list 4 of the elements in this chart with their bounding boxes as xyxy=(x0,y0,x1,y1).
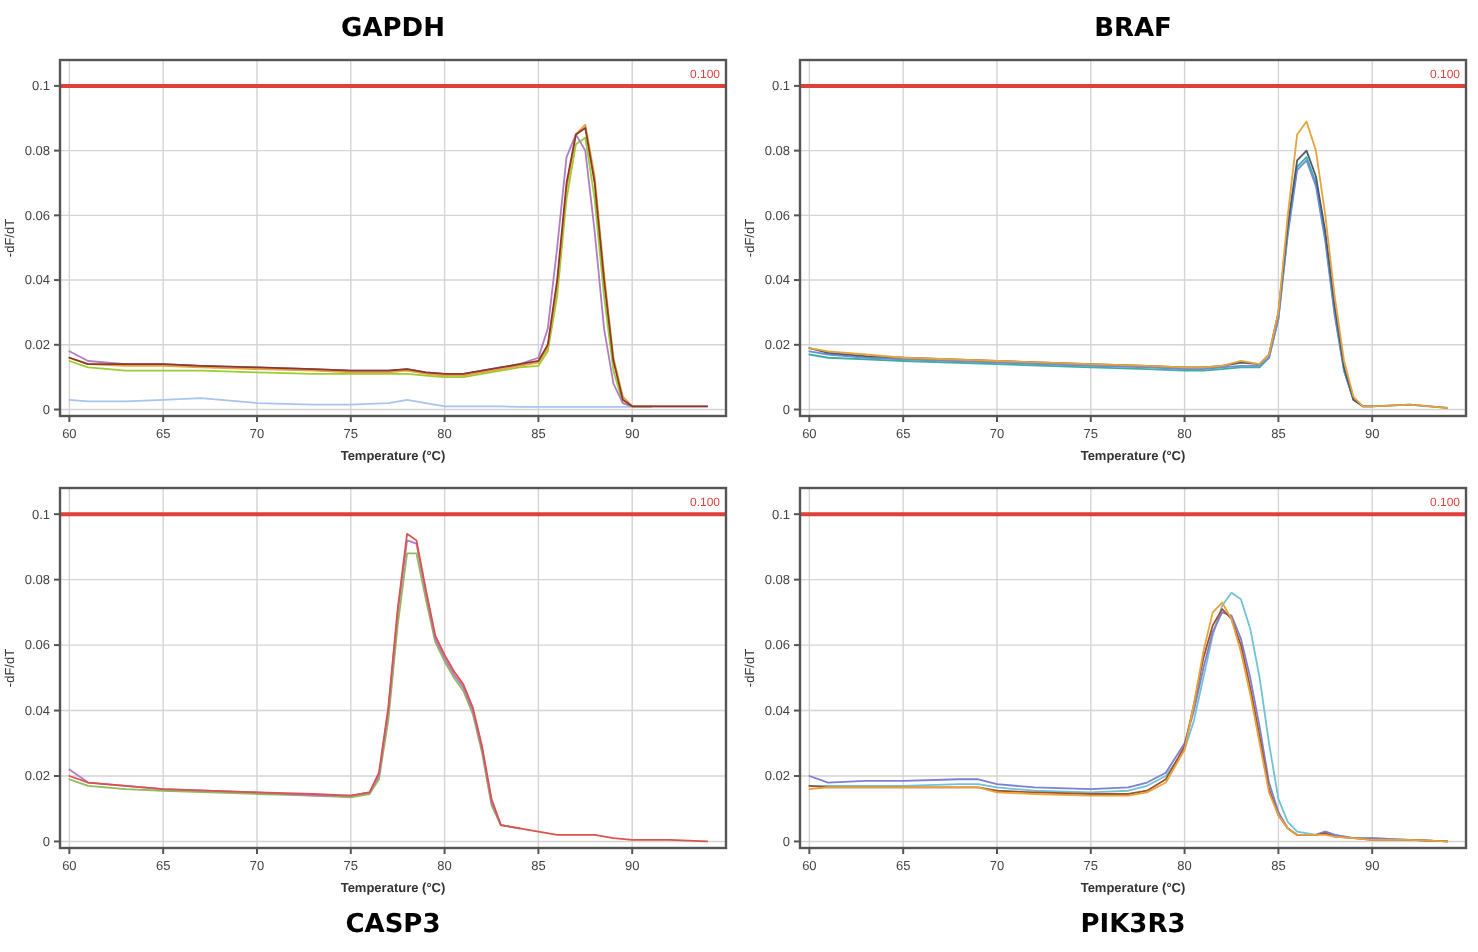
text: CASP3 xyxy=(345,910,441,940)
chart-title: BRAF xyxy=(1094,14,1172,44)
text: PIK3R3 xyxy=(1080,910,1186,940)
chart-title: GAPDH xyxy=(341,14,445,44)
